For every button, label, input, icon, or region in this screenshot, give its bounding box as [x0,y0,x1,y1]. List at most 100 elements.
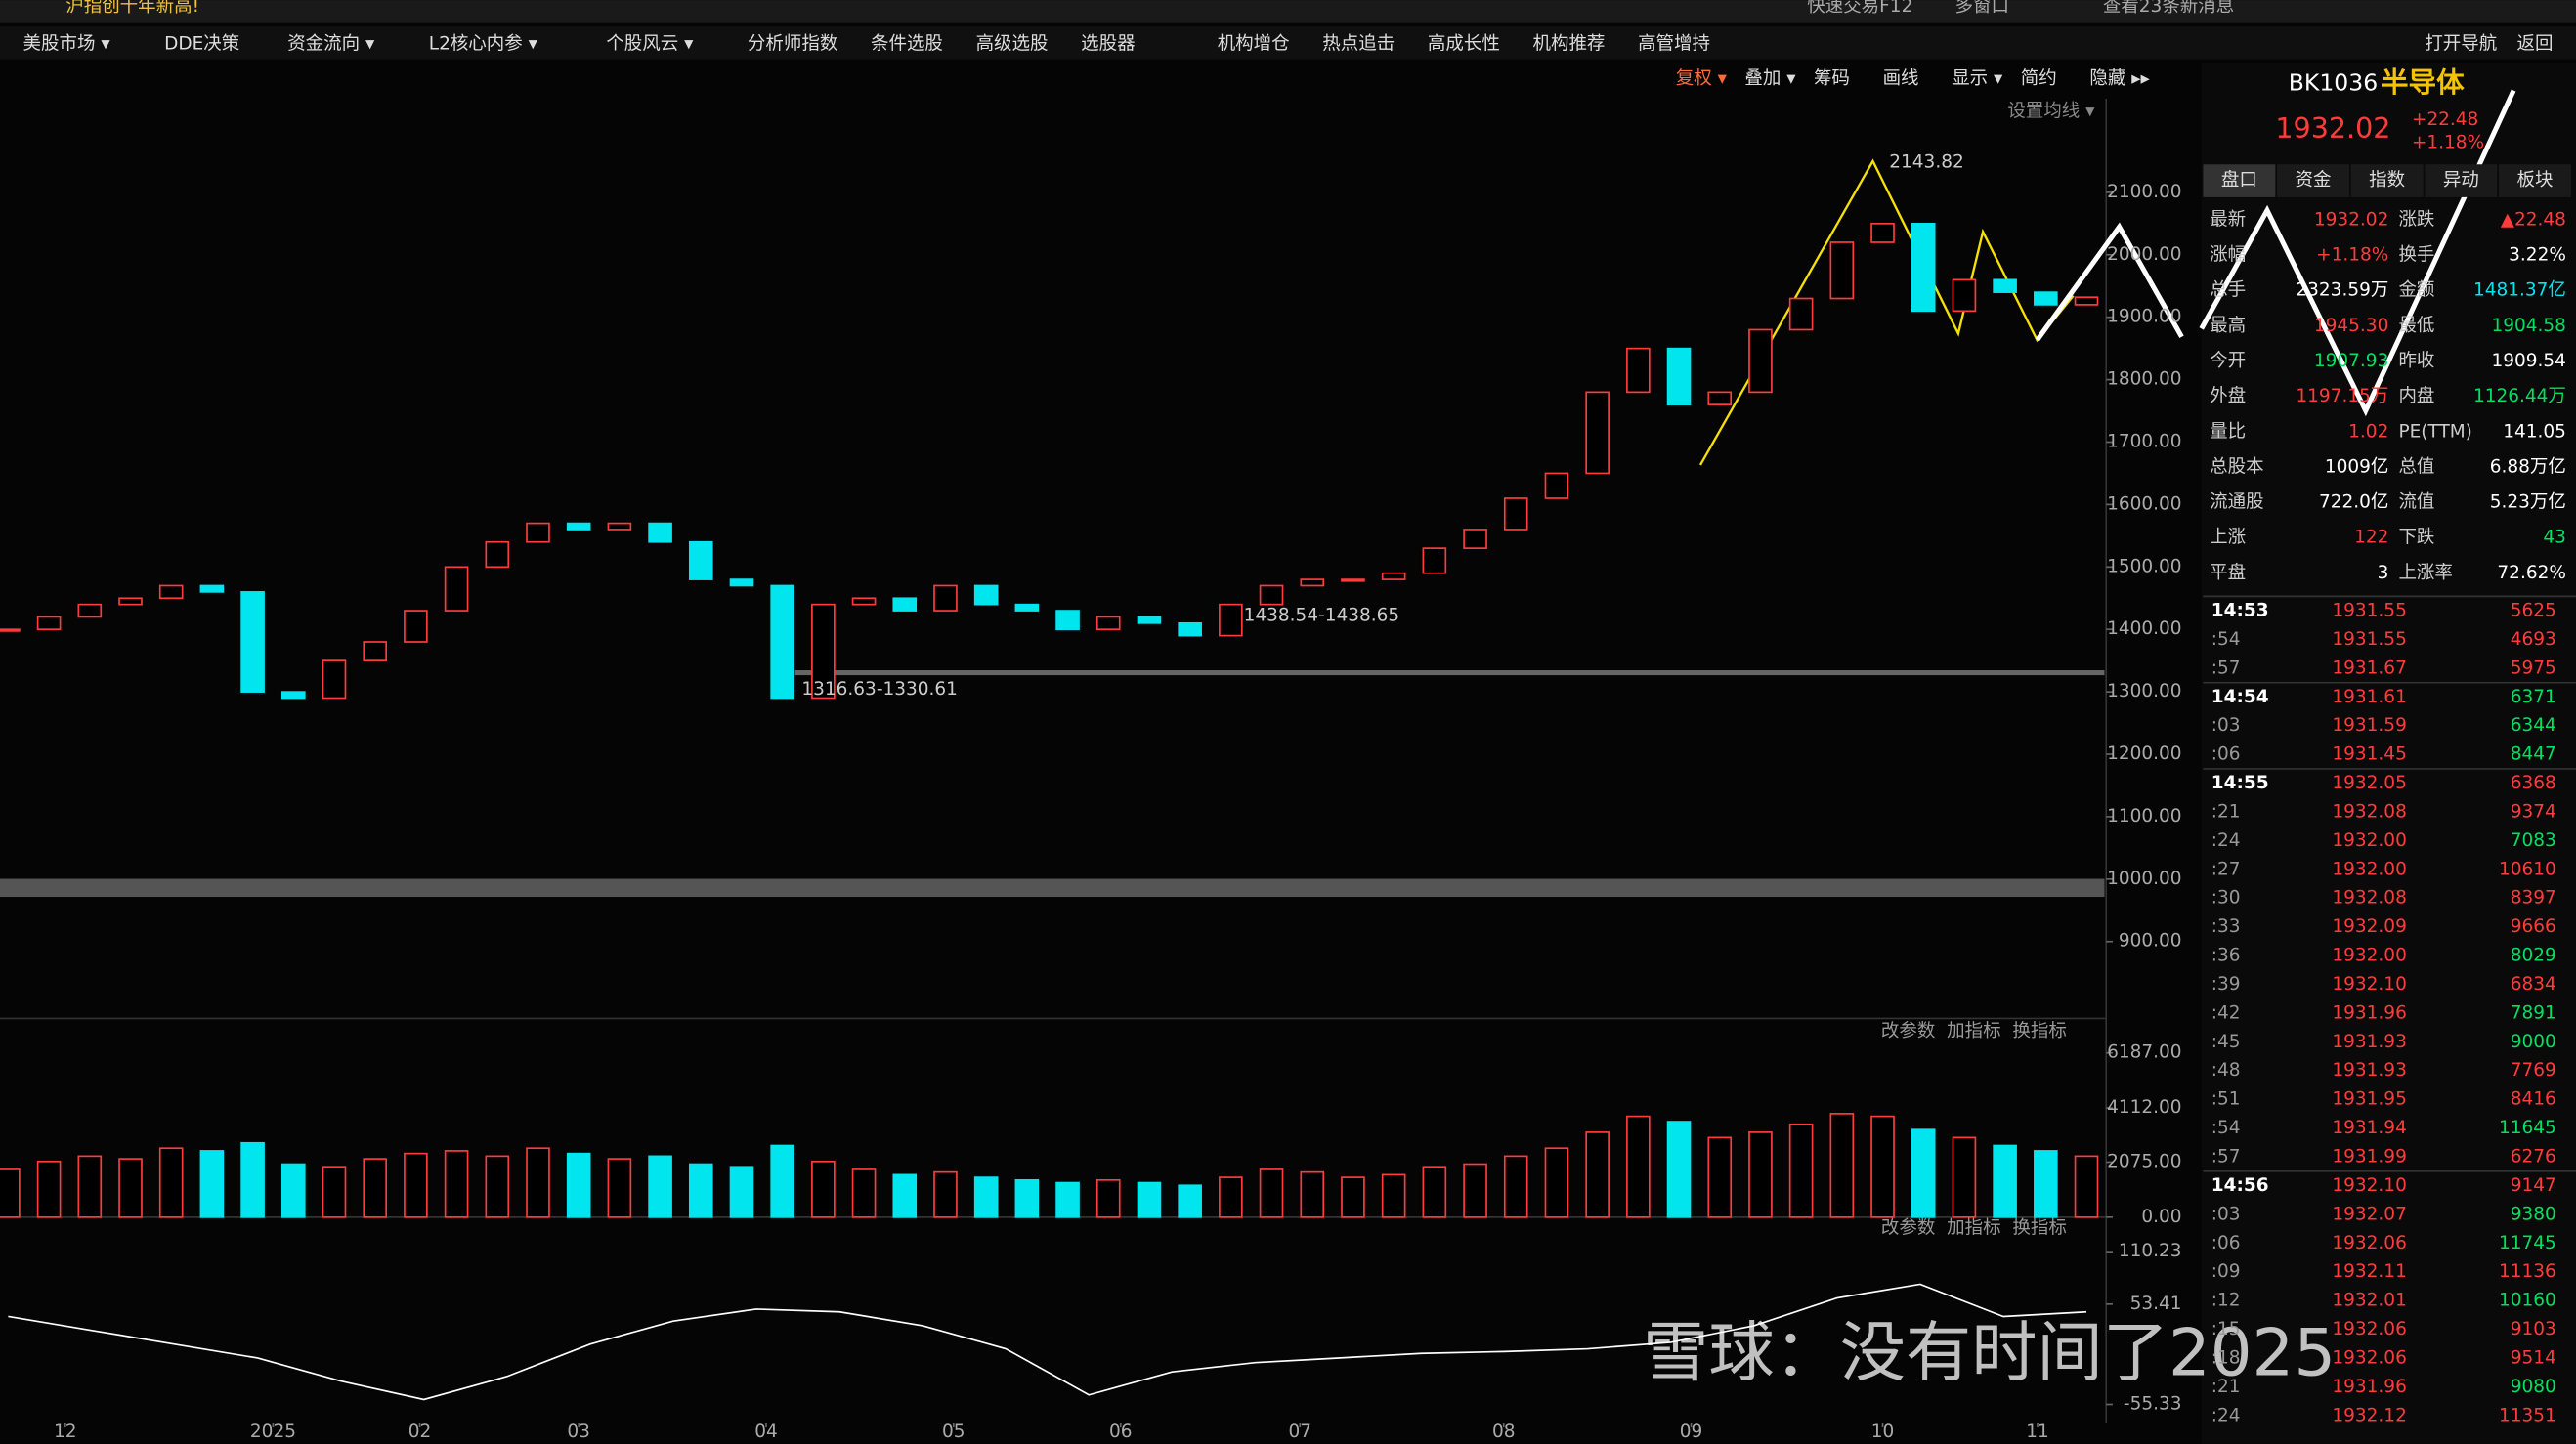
menu-item[interactable]: 高级选股 [976,34,1049,55]
indicator-button[interactable]: 加指标 [1947,1021,2000,1041]
indicator-button[interactable]: 改参数 [1881,1218,1935,1239]
tick-volume: 5625 [2511,601,2556,621]
menu-item[interactable]: 选股器 [1081,34,1135,55]
notice: 沪指创十年新高! [65,0,199,17]
top-button[interactable]: 多窗口 [1955,0,2009,17]
stat-label: 平盘 [2210,563,2246,583]
ma-setting[interactable]: 设置均线 ▾ [2007,101,2095,121]
tick-volume: 6834 [2511,974,2556,995]
volume-bar [1341,1176,1365,1218]
volume-bar [1788,1123,1814,1218]
menu-item[interactable]: L2核心内参 ▾ [429,34,538,55]
menu-item[interactable]: 分析师指数 [748,34,837,55]
tick-price: 1932.11 [2332,1261,2406,1282]
tick-price: 1931.59 [2332,715,2406,736]
tick-time: :30 [2211,888,2241,909]
stat-value: 43 [2543,528,2566,548]
tab[interactable] [2203,164,2276,197]
tick-volume: 11136 [2499,1261,2556,1282]
menu-item[interactable]: 机构推荐 [1532,34,1605,55]
tick-time: :09 [2211,1261,2241,1282]
y-tick-label: 1800.00 [2107,369,2181,390]
volume-bar [1585,1131,1610,1218]
tick-time: 14:56 [2211,1175,2269,1196]
candle [0,628,21,632]
top-button[interactable]: 快速交易F12 [1807,0,1912,17]
indicator-button[interactable]: 换指标 [2012,1021,2066,1041]
tick-time: :21 [2211,801,2241,822]
stat-value: 72.62% [2497,563,2565,583]
menu-item[interactable]: 热点追击 [1322,34,1395,55]
indicator-button[interactable]: 换指标 [2012,1218,2066,1239]
stat-value: 6.88万亿 [2490,456,2566,477]
tab-label[interactable]: 指数 [2369,170,2405,191]
macd-line [8,1283,2087,1401]
volume-bar [566,1152,591,1218]
candle [199,584,225,593]
candle [363,641,387,662]
x-tick-label: 05 [942,1422,966,1442]
stat-value: 122 [2354,528,2388,548]
y-tick-label: 1100.00 [2107,806,2181,827]
tab[interactable] [2277,164,2350,197]
menu-item[interactable]: 个股风云 ▾ [606,34,694,55]
candle [1095,616,1121,631]
indicator-button[interactable]: 加指标 [1947,1218,2000,1239]
tool-button[interactable]: 画线 [1883,68,1919,89]
tool-button[interactable]: 筹码 [1814,68,1850,89]
tool-button[interactable]: 显示 ▾ [1952,68,2003,89]
stat-value: 141.05 [2503,421,2566,442]
menu-item[interactable]: 条件选股 [871,34,943,55]
candle [1341,578,1365,582]
candle [1952,278,1977,313]
menu-item[interactable]: 机构增仓 [1218,34,1290,55]
stat-label: 最高 [2210,316,2246,336]
title-bar [0,0,2576,23]
stat-value: 722.0亿 [2319,492,2388,513]
menu-item[interactable]: DDE决策 [164,34,239,55]
stat-label: PE(TTM) [2398,421,2471,442]
tab[interactable] [2498,164,2571,197]
tick-price: 1932.00 [2332,830,2406,851]
menu-item[interactable]: 资金流向 ▾ [287,34,375,55]
volume-bar [688,1163,713,1218]
nav-item[interactable]: 返回 [2516,34,2553,55]
indicator-button[interactable]: 改参数 [1881,1021,1935,1041]
tick-time: :54 [2211,1118,2241,1138]
tool-button[interactable]: 隐藏 ▸▸ [2089,68,2150,89]
tick-price: 1932.08 [2332,888,2406,909]
y-tick-label: 6187.00 [2107,1042,2181,1063]
stat-label: 最低 [2398,316,2434,336]
nav-item[interactable]: 打开导航 [2425,34,2497,55]
tab-label[interactable]: 盘口 [2221,170,2257,191]
stat-label: 涨跌 [2398,209,2434,230]
stat-label: 涨幅 [2210,245,2246,266]
tick-time: 14:55 [2211,773,2269,793]
volume-bar [1829,1113,1855,1218]
tick-volume: 5975 [2511,658,2556,678]
volume-bar [36,1160,62,1218]
price-annotation: 1438.54-1438.65 [1244,606,1400,626]
menu-item[interactable]: 美股市场 ▾ [23,34,111,55]
tick-price: 1932.00 [2332,946,2406,966]
tick-volume: 9514 [2511,1347,2556,1368]
volume-bar [892,1173,918,1218]
tab-label[interactable]: 资金 [2296,170,2332,191]
volume-bar [1952,1136,1977,1218]
tab-label[interactable]: 板块 [2516,170,2553,191]
top-button[interactable]: 查看23条新消息 [2103,0,2234,17]
y-tick-label: 1000.00 [2107,869,2181,889]
candle [1788,297,1814,331]
tab[interactable] [2350,164,2424,197]
tick-volume: 6344 [2511,715,2556,736]
tab[interactable] [2425,164,2498,197]
tool-button[interactable]: 简约 [2021,68,2057,89]
y-tick-label: 1900.00 [2107,307,2181,327]
tool-button[interactable]: 叠加 ▾ [1744,68,1796,89]
volume-bar [1178,1184,1202,1218]
tool-button[interactable]: 复权 ▾ [1676,68,1728,89]
menu-item[interactable]: 高成长性 [1428,34,1500,55]
candle [280,691,306,700]
menu-item[interactable]: 高管增持 [1638,34,1710,55]
tab-label[interactable]: 异动 [2443,170,2479,191]
